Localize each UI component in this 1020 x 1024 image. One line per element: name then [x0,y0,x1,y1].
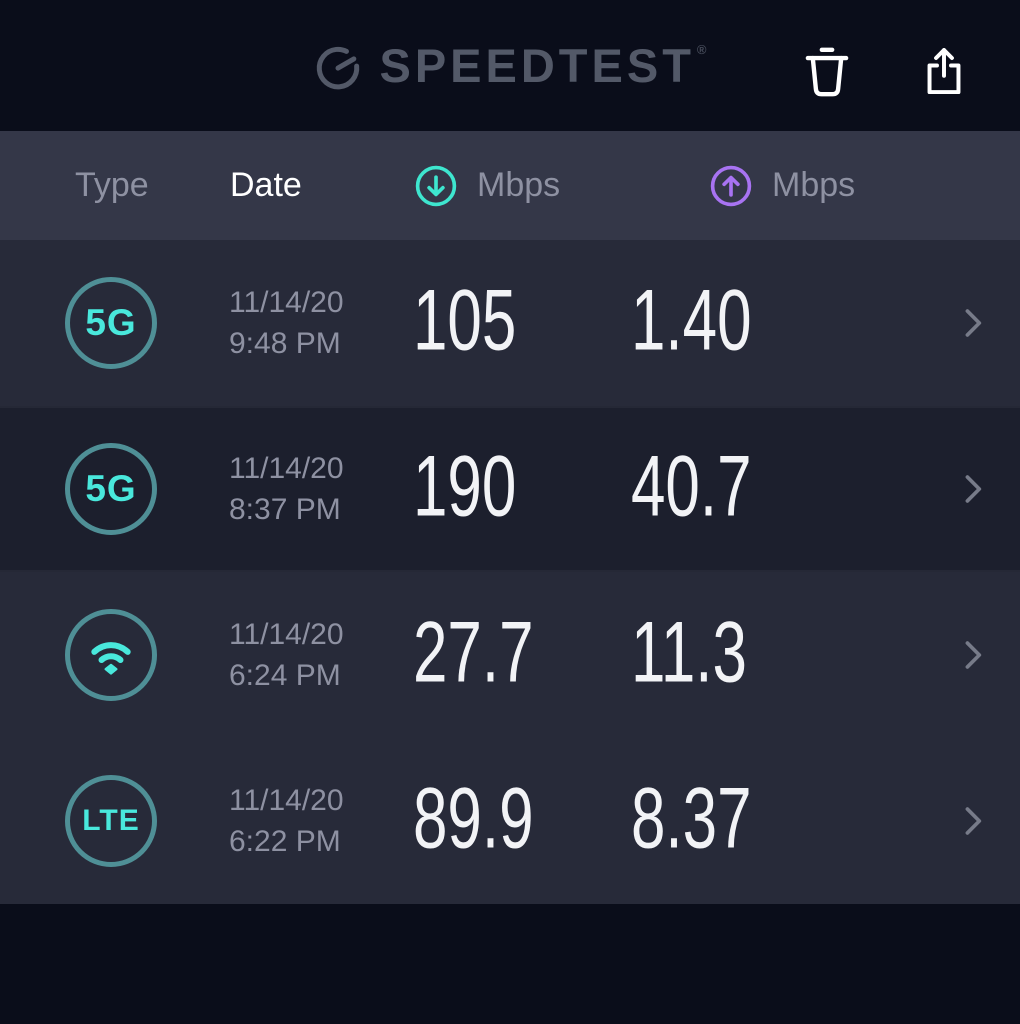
result-date-day: 11/14/20 [229,452,344,485]
chevron-right-icon [965,807,982,835]
result-date-time: 9:48 PM [229,327,341,360]
header-date-label: Date [230,166,302,204]
header-type-label: Type [75,166,149,204]
header-upload-label: Mbps [772,166,856,204]
result-row[interactable]: 5G 11/14/20 9:48 PM 105 1.40 [0,240,1020,406]
share-results-button[interactable] [916,41,972,103]
result-date-time: 8:37 PM [229,493,341,526]
trash-icon [805,47,849,97]
bottom-spacer [0,904,1020,1024]
download-value: 105 [413,272,517,369]
upload-value: 11.3 [631,604,747,701]
upload-value: 40.7 [631,438,752,535]
result-date-day: 11/14/20 [229,784,344,817]
download-value: 190 [413,438,517,535]
app-title: SPEEDTEST ® [379,39,707,92]
upload-value: 1.40 [631,272,752,369]
speedtest-logo: SPEEDTEST ® [0,0,1020,131]
result-date: 11/14/20 6:24 PM [229,614,344,696]
result-date-time: 6:24 PM [229,659,341,692]
result-row[interactable]: 5G 11/14/20 8:37 PM 190 40.7 [0,406,1020,572]
upload-arrow-icon [710,165,752,206]
header-upload[interactable]: Mbps [708,131,855,240]
connection-type-label: LTE [82,804,140,837]
result-row[interactable]: 11/14/20 6:24 PM 27.7 11.3 [0,572,1020,738]
result-date-day: 11/14/20 [229,618,344,651]
wifi-icon [91,642,131,675]
results-header: Type Date Mbps Mbps [0,131,1020,240]
connection-badge [65,609,157,701]
result-date: 11/14/20 9:48 PM [229,282,344,364]
top-bar: SPEEDTEST ® [0,0,1020,131]
share-icon [927,48,961,95]
upload-value: 8.37 [631,770,752,867]
header-download[interactable]: Mbps [413,131,560,240]
delete-results-button[interactable] [796,41,858,103]
speedtest-gauge-icon [317,46,360,89]
download-arrow-icon [415,165,457,206]
chevron-right-icon [965,309,982,337]
connection-type-label: 5G [85,302,137,343]
download-value: 89.9 [413,770,534,867]
header-date[interactable]: Date [230,131,302,240]
header-download-label: Mbps [477,166,561,204]
connection-badge: 5G [65,277,157,369]
chevron-right-icon [965,475,982,503]
download-value: 27.7 [413,604,534,701]
result-row[interactable]: LTE 11/14/20 6:22 PM 89.9 8.37 [0,738,1020,904]
result-date-time: 6:22 PM [229,825,341,858]
result-date-day: 11/14/20 [229,286,344,319]
header-type[interactable]: Type [75,131,149,240]
trademark-mark: ® [696,42,707,57]
connection-badge: 5G [65,443,157,535]
result-date: 11/14/20 8:37 PM [229,448,344,530]
chevron-right-icon [965,641,982,669]
connection-badge: LTE [65,775,157,867]
results-list: 5G 11/14/20 9:48 PM 105 1.40 5G 11/1 [0,240,1020,904]
result-date: 11/14/20 6:22 PM [229,780,344,862]
connection-type-label: 5G [85,468,137,509]
